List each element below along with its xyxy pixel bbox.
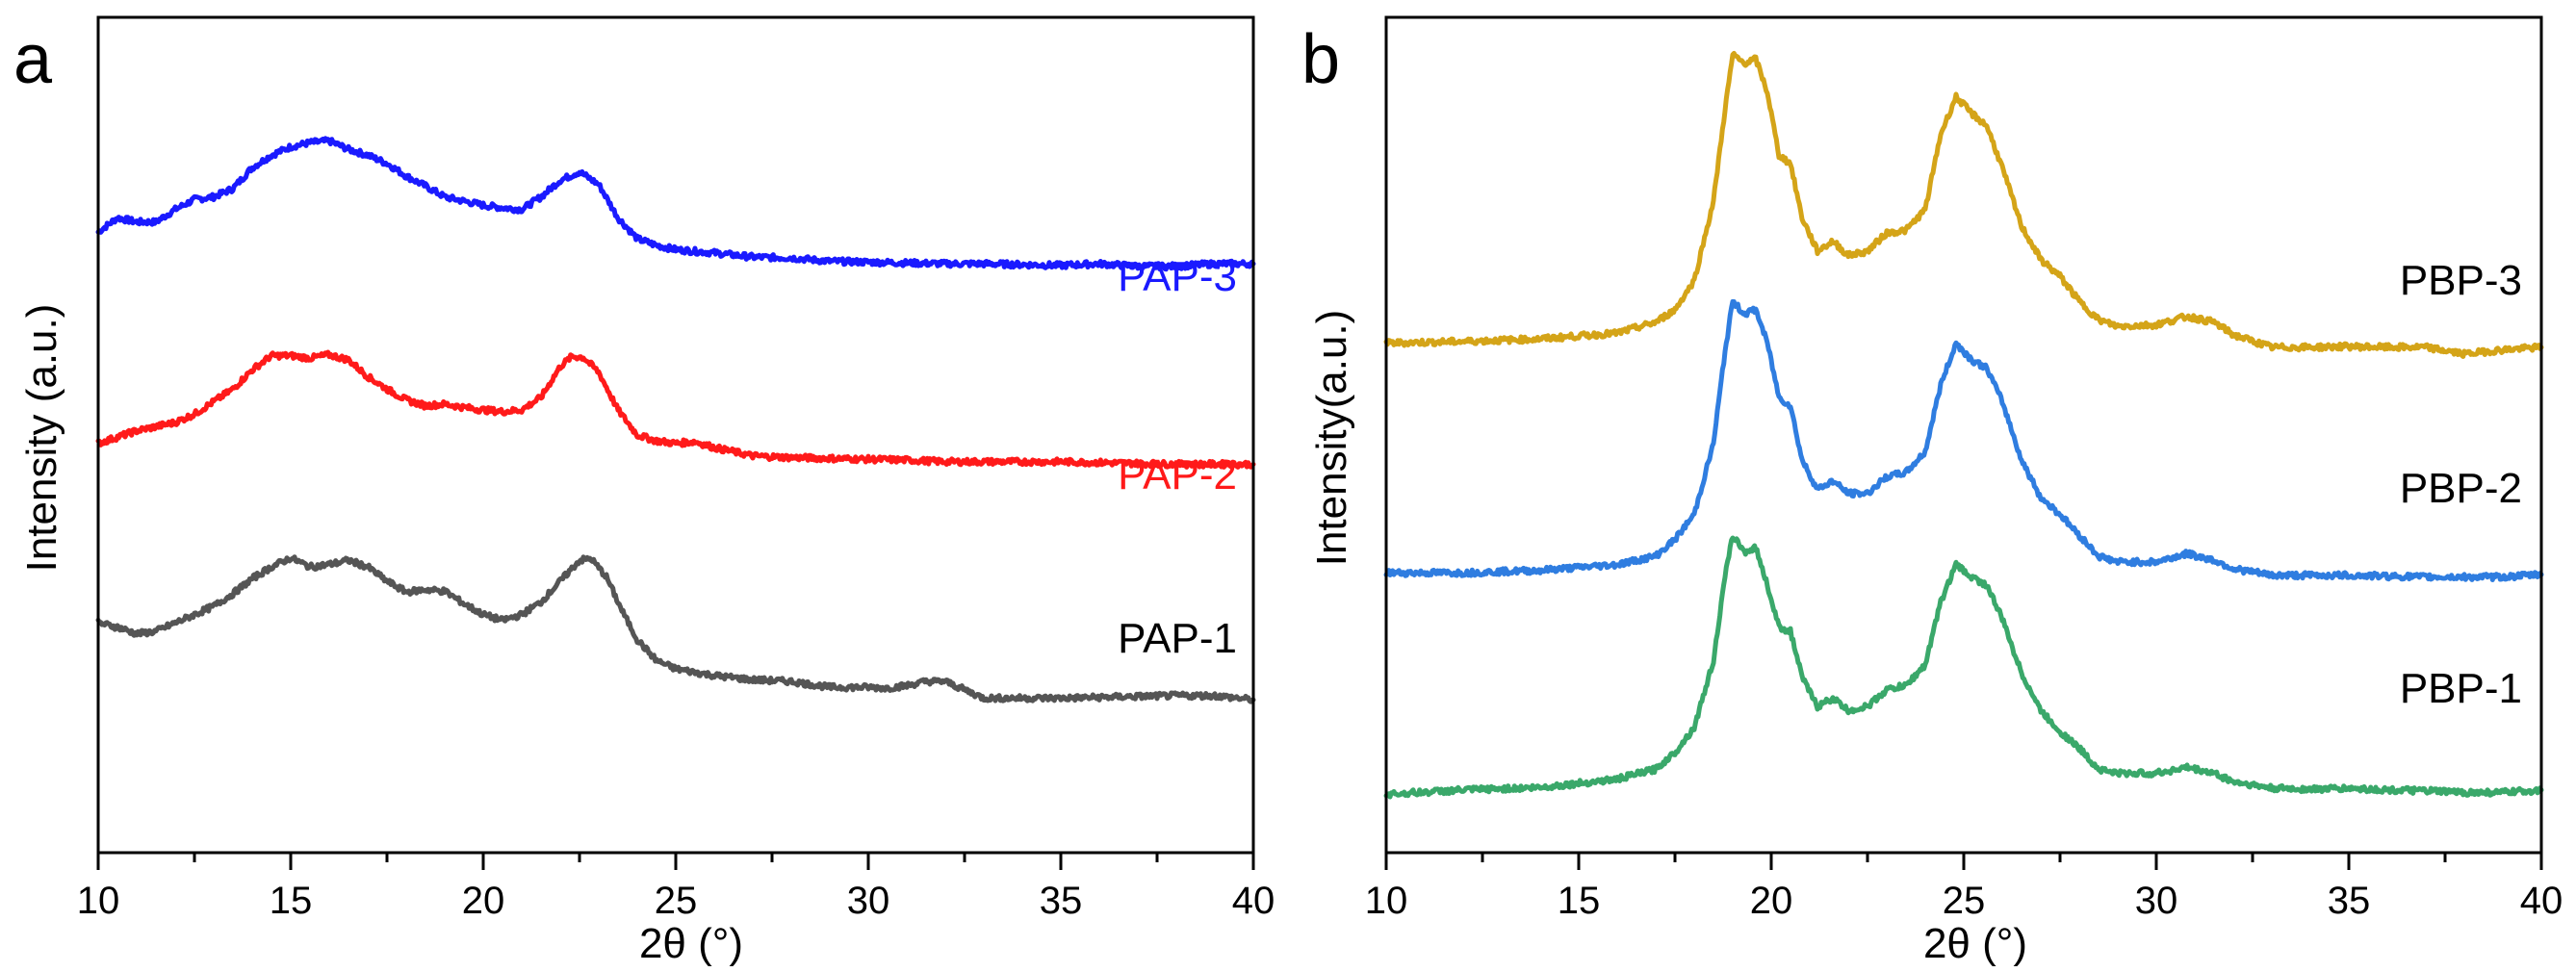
- panel-b-x-axis-title: 2θ (°): [1923, 920, 2027, 967]
- panel-b-series-labels: PBP-3 PBP-2 PBP-1: [2400, 257, 2522, 712]
- series-line-pap-1: [95, 554, 1256, 704]
- panel-a-x-tick-label: 15: [270, 880, 313, 922]
- panel-b-plot-frame: [1384, 15, 2543, 855]
- panel-a-tick-labels: 10 15 20 25 30 35 40: [77, 880, 1275, 922]
- panel-a-y-axis-title: Intensity (a.u.): [18, 304, 65, 573]
- panel-a-x-tick-label: 10: [77, 880, 120, 922]
- series-line-pap-3: [95, 136, 1256, 272]
- panel-a-ticks: [96, 853, 1255, 870]
- panel-a-x-tick-label: 30: [847, 880, 890, 922]
- series-line-pbp-2: [1383, 298, 2544, 582]
- panel-a-x-tick-label: 25: [655, 880, 698, 922]
- series-label-pbp-3: PBP-3: [2400, 257, 2522, 304]
- series-line-pbp-3: [1383, 50, 2544, 359]
- panel-b-x-tick-label: 35: [2328, 880, 2371, 922]
- series-line-pap-2: [95, 349, 1256, 470]
- panel-a-x-tick-label: 20: [462, 880, 505, 922]
- panel-b-series: [1383, 50, 2544, 800]
- panel-a-letter: a: [13, 21, 53, 98]
- panel-a-x-tick-label: 35: [1040, 880, 1083, 922]
- panel-a-plot-frame: [96, 15, 1255, 855]
- panel-b-letter: b: [1301, 21, 1340, 98]
- panel-b-x-tick-label: 10: [1365, 880, 1408, 922]
- panel-a: a Intensity (a.u.) 2θ (°) 10 15 20 25 30…: [13, 15, 1275, 967]
- panel-a-x-tick-label: 40: [1232, 880, 1275, 922]
- series-label-pbp-1: PBP-1: [2400, 665, 2522, 712]
- panel-b-x-tick-label: 30: [2135, 880, 2178, 922]
- panel-a-x-axis-title: 2θ (°): [639, 920, 743, 967]
- panel-b-x-tick-label: 15: [1558, 880, 1601, 922]
- series-label-pbp-2: PBP-2: [2400, 465, 2522, 512]
- panel-b-ticks: [1384, 853, 2543, 870]
- series-label-pap-1: PAP-1: [1118, 615, 1237, 662]
- panel-b-tick-labels: 10 15 20 25 30 35 40: [1365, 880, 2563, 922]
- panel-b: b Intensity(a.u.) 2θ (°) 10 15 20 25 30 …: [1301, 15, 2563, 967]
- series-label-pap-3: PAP-3: [1118, 253, 1237, 300]
- series-label-pap-2: PAP-2: [1118, 451, 1237, 499]
- panel-a-series: [95, 136, 1256, 704]
- panel-a-series-labels: PAP-3 PAP-2 PAP-1: [1118, 253, 1237, 662]
- panel-b-y-axis-title: Intensity(a.u.): [1308, 310, 1355, 567]
- panel-b-x-tick-label: 40: [2520, 880, 2563, 922]
- series-line-pbp-1: [1383, 535, 2544, 800]
- panel-b-x-tick-label: 20: [1750, 880, 1793, 922]
- panel-b-x-tick-label: 25: [1943, 880, 1986, 922]
